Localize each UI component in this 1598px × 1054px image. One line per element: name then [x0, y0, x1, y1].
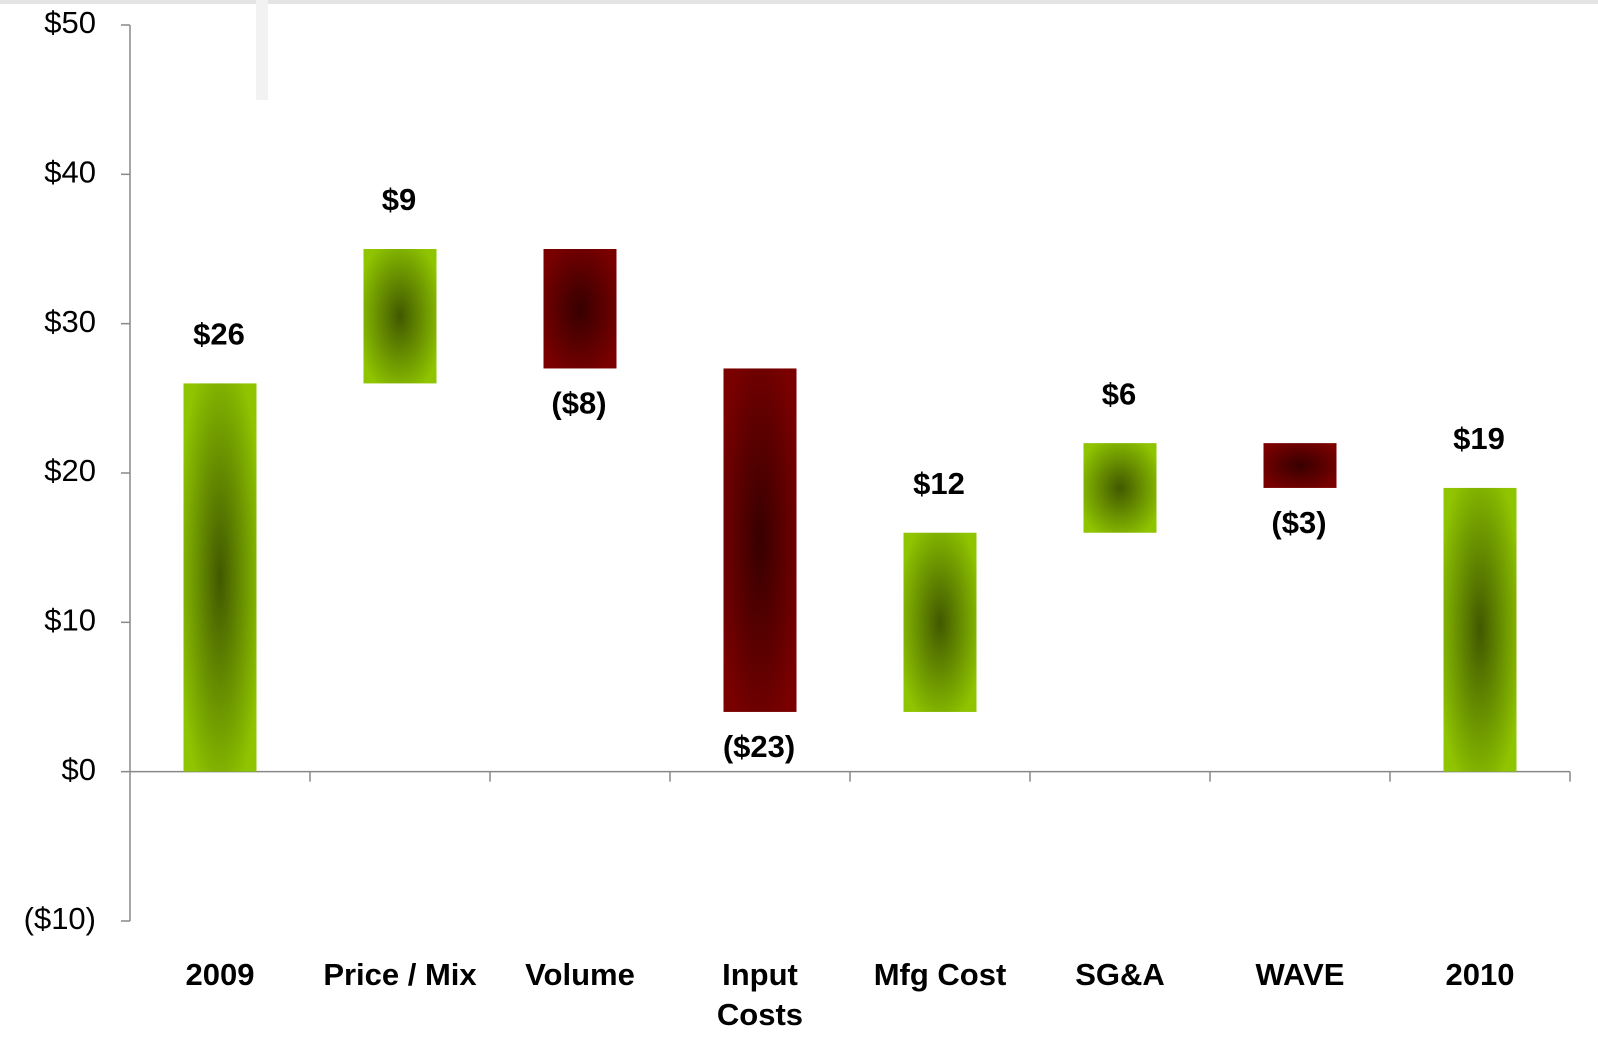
bar-shade — [903, 532, 977, 712]
data-label: ($23) — [723, 729, 795, 764]
bar-shade — [363, 249, 437, 384]
x-tick-label: WAVE — [1255, 957, 1345, 992]
bar-shade — [1443, 487, 1517, 772]
y-tick-label: $10 — [44, 603, 96, 638]
x-tick-label: Input Costs — [716, 957, 804, 1032]
y-tick-label: $20 — [44, 453, 96, 488]
x-tick-label: 2010 — [1445, 957, 1515, 992]
y-tick-label: $30 — [44, 304, 96, 339]
y-tick-label: $50 — [44, 5, 96, 40]
bar-shade — [1083, 443, 1157, 533]
x-tick-label: Price / Mix — [323, 957, 477, 992]
bar-shade — [543, 249, 617, 369]
data-label: $9 — [382, 182, 416, 217]
x-tick-label: Mfg Cost — [873, 957, 1007, 992]
y-tick-label: $0 — [62, 752, 96, 787]
x-tick-label: SG&A — [1075, 957, 1165, 992]
data-label: ($8) — [551, 386, 606, 421]
x-tick-label: Volume — [525, 957, 635, 992]
bar-shade — [183, 383, 257, 772]
bar-shade — [1263, 443, 1337, 488]
data-label: $12 — [913, 466, 965, 501]
data-label: ($3) — [1271, 505, 1326, 540]
bar-shade — [723, 368, 797, 712]
decoration — [256, 0, 268, 100]
x-tick-label: 2009 — [185, 957, 255, 992]
top-border — [0, 0, 1598, 4]
y-tick-label: $40 — [44, 155, 96, 190]
data-label: $6 — [1102, 376, 1136, 411]
data-label: $26 — [193, 317, 245, 352]
y-tick-label: ($10) — [24, 901, 96, 936]
data-label: $19 — [1453, 421, 1505, 456]
